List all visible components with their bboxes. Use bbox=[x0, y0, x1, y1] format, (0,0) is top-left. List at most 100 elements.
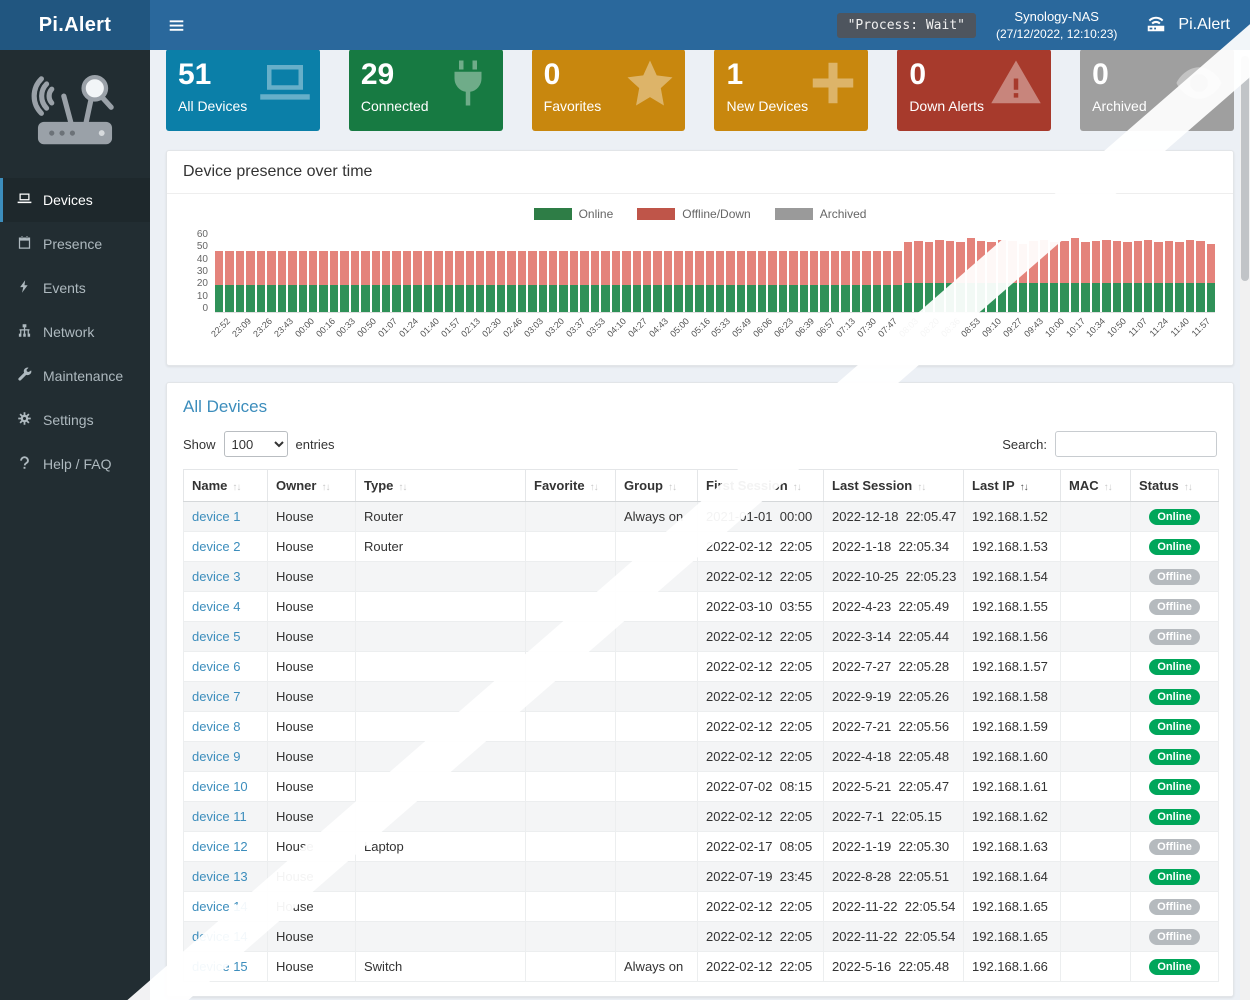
column-header-favorite[interactable]: Favorite ↑↓ bbox=[525, 469, 616, 502]
scrollbar-thumb[interactable] bbox=[1241, 56, 1249, 281]
chart-bar bbox=[924, 242, 934, 312]
device-link[interactable]: device 7 bbox=[192, 689, 241, 704]
chart-bar bbox=[235, 250, 245, 312]
cell-mac bbox=[1060, 921, 1131, 952]
device-link[interactable]: device 10 bbox=[192, 779, 248, 794]
nas-icon bbox=[1143, 12, 1169, 39]
sort-icon: ↑↓ bbox=[792, 482, 802, 493]
cell-type bbox=[355, 711, 526, 742]
cell-mac bbox=[1060, 681, 1131, 712]
sidebar-item-settings[interactable]: Settings bbox=[0, 398, 150, 442]
chart-bars bbox=[215, 231, 1215, 313]
chart-bar bbox=[298, 250, 307, 312]
cell-owner: House bbox=[267, 591, 356, 622]
chart-bar bbox=[444, 250, 454, 312]
device-link[interactable]: device 14 bbox=[192, 929, 248, 944]
chart-bar bbox=[935, 239, 944, 312]
stat-card-down-alerts[interactable]: 0 Down Alerts bbox=[897, 49, 1052, 131]
stat-card-archived[interactable]: 0 Archived bbox=[1080, 49, 1234, 131]
cell-type bbox=[355, 561, 526, 592]
device-link[interactable]: device 15 bbox=[192, 959, 248, 974]
chart-bar bbox=[1164, 240, 1174, 312]
column-header-owner[interactable]: Owner ↑↓ bbox=[267, 469, 356, 502]
column-header-name[interactable]: Name ↑↓ bbox=[183, 469, 268, 502]
chart-bar bbox=[382, 250, 391, 312]
stat-card-all-devices[interactable]: 51 All Devices bbox=[166, 49, 320, 131]
table-row: device 12 House Laptop 2022-02-17 08:05 2022… bbox=[183, 831, 1219, 862]
devices-table-panel: All Devices Show 100 entries Search: Nam… bbox=[166, 382, 1234, 997]
stat-card-connected[interactable]: 29 Connected bbox=[348, 49, 503, 131]
cell-name: device 13 bbox=[183, 861, 268, 892]
cell-favorite bbox=[525, 501, 616, 532]
y-tick-label: 40 bbox=[196, 253, 208, 265]
y-tick-label: 10 bbox=[196, 290, 208, 302]
sidebar-toggle-button[interactable] bbox=[150, 0, 203, 50]
sidebar-item-presence[interactable]: Presence bbox=[0, 222, 150, 266]
status-badge: Online bbox=[1149, 779, 1200, 795]
stat-card-new-devices[interactable]: 1 New Devices bbox=[714, 49, 869, 131]
scrollbar[interactable] bbox=[1240, 50, 1250, 1000]
device-link[interactable]: device 1 bbox=[192, 509, 241, 524]
table-row: device 14 House 2022-02-12 22:05 2022-11-22… bbox=[183, 891, 1219, 922]
column-header-last-ip[interactable]: Last IP ↑↓ bbox=[963, 469, 1061, 502]
device-link[interactable]: device 4 bbox=[192, 599, 241, 614]
device-link[interactable]: device 12 bbox=[192, 839, 248, 854]
stat-label: Archived bbox=[1092, 97, 1147, 114]
cell-name: device 4 bbox=[183, 591, 268, 622]
stat-card-favorites[interactable]: 0 Favorites bbox=[531, 49, 686, 131]
app-brand[interactable]: Pi.Alert bbox=[1143, 12, 1250, 39]
chart-bar bbox=[747, 250, 756, 312]
chart-bar bbox=[632, 250, 641, 312]
chart-bar bbox=[820, 250, 829, 312]
cell-name: device 8 bbox=[183, 711, 268, 742]
sidebar-item-help-faq[interactable]: Help / FAQ bbox=[0, 442, 150, 486]
device-link[interactable]: device 13 bbox=[192, 869, 248, 884]
device-link[interactable]: device 2 bbox=[192, 539, 241, 554]
device-link[interactable]: device 6 bbox=[192, 659, 241, 674]
legend-swatch bbox=[774, 208, 813, 220]
sidebar-item-maintenance[interactable]: Maintenance bbox=[0, 354, 150, 398]
device-link[interactable]: device 8 bbox=[192, 719, 241, 734]
search-input[interactable] bbox=[1055, 431, 1217, 457]
column-header-group[interactable]: Group ↑↓ bbox=[615, 469, 698, 502]
cell-status: Offline bbox=[1130, 831, 1219, 862]
column-header-last-session[interactable]: Last Session ↑↓ bbox=[823, 469, 964, 502]
sidebar-item-devices[interactable]: Devices bbox=[0, 178, 150, 222]
column-header-mac[interactable]: MAC ↑↓ bbox=[1060, 469, 1131, 502]
column-header-first-session[interactable]: First Session ↑↓ bbox=[697, 469, 824, 502]
wrench-icon bbox=[17, 367, 32, 385]
device-link[interactable]: device 9 bbox=[192, 749, 241, 764]
sidebar-item-network[interactable]: Network bbox=[0, 310, 150, 354]
page-length-select[interactable]: 100 bbox=[223, 431, 288, 457]
sidebar-item-events[interactable]: Events bbox=[0, 266, 150, 310]
sidebar-item-label: Devices bbox=[43, 192, 93, 208]
sidebar-item-label: Presence bbox=[43, 236, 103, 252]
cell-last-session: 2022-5-16 22:05.48 bbox=[823, 951, 964, 982]
chart-bar bbox=[851, 250, 861, 312]
legend-item-online[interactable]: Online bbox=[533, 207, 613, 221]
legend-item-offline-down[interactable]: Offline/Down bbox=[637, 207, 751, 221]
column-label: Favorite bbox=[534, 478, 585, 493]
chart-bar bbox=[883, 250, 892, 312]
chart-bar bbox=[361, 250, 370, 312]
brand-logo[interactable]: Pi.Alert bbox=[0, 0, 150, 50]
column-header-type[interactable]: Type ↑↓ bbox=[355, 469, 526, 502]
cell-owner: House bbox=[267, 501, 356, 532]
stat-value: 1 bbox=[726, 58, 744, 91]
device-link[interactable]: device 14 bbox=[192, 899, 248, 914]
cell-status: Online bbox=[1130, 861, 1219, 892]
chart-bar bbox=[987, 242, 996, 312]
device-link[interactable]: device 5 bbox=[192, 629, 241, 644]
cell-status: Online bbox=[1130, 741, 1219, 772]
column-header-status[interactable]: Status ↑↓ bbox=[1130, 469, 1219, 502]
stat-label: Down Alerts bbox=[909, 97, 985, 114]
cell-last-ip: 192.168.1.59 bbox=[963, 711, 1061, 742]
cell-type: Router bbox=[355, 531, 526, 562]
cell-last-ip: 192.168.1.66 bbox=[963, 951, 1061, 982]
cell-last-session: 2022-1-18 22:05.34 bbox=[823, 531, 964, 562]
chart-bar bbox=[308, 250, 318, 312]
device-link[interactable]: device 11 bbox=[192, 809, 247, 824]
legend-item-archived[interactable]: Archived bbox=[774, 207, 866, 221]
device-link[interactable]: device 3 bbox=[192, 569, 241, 584]
